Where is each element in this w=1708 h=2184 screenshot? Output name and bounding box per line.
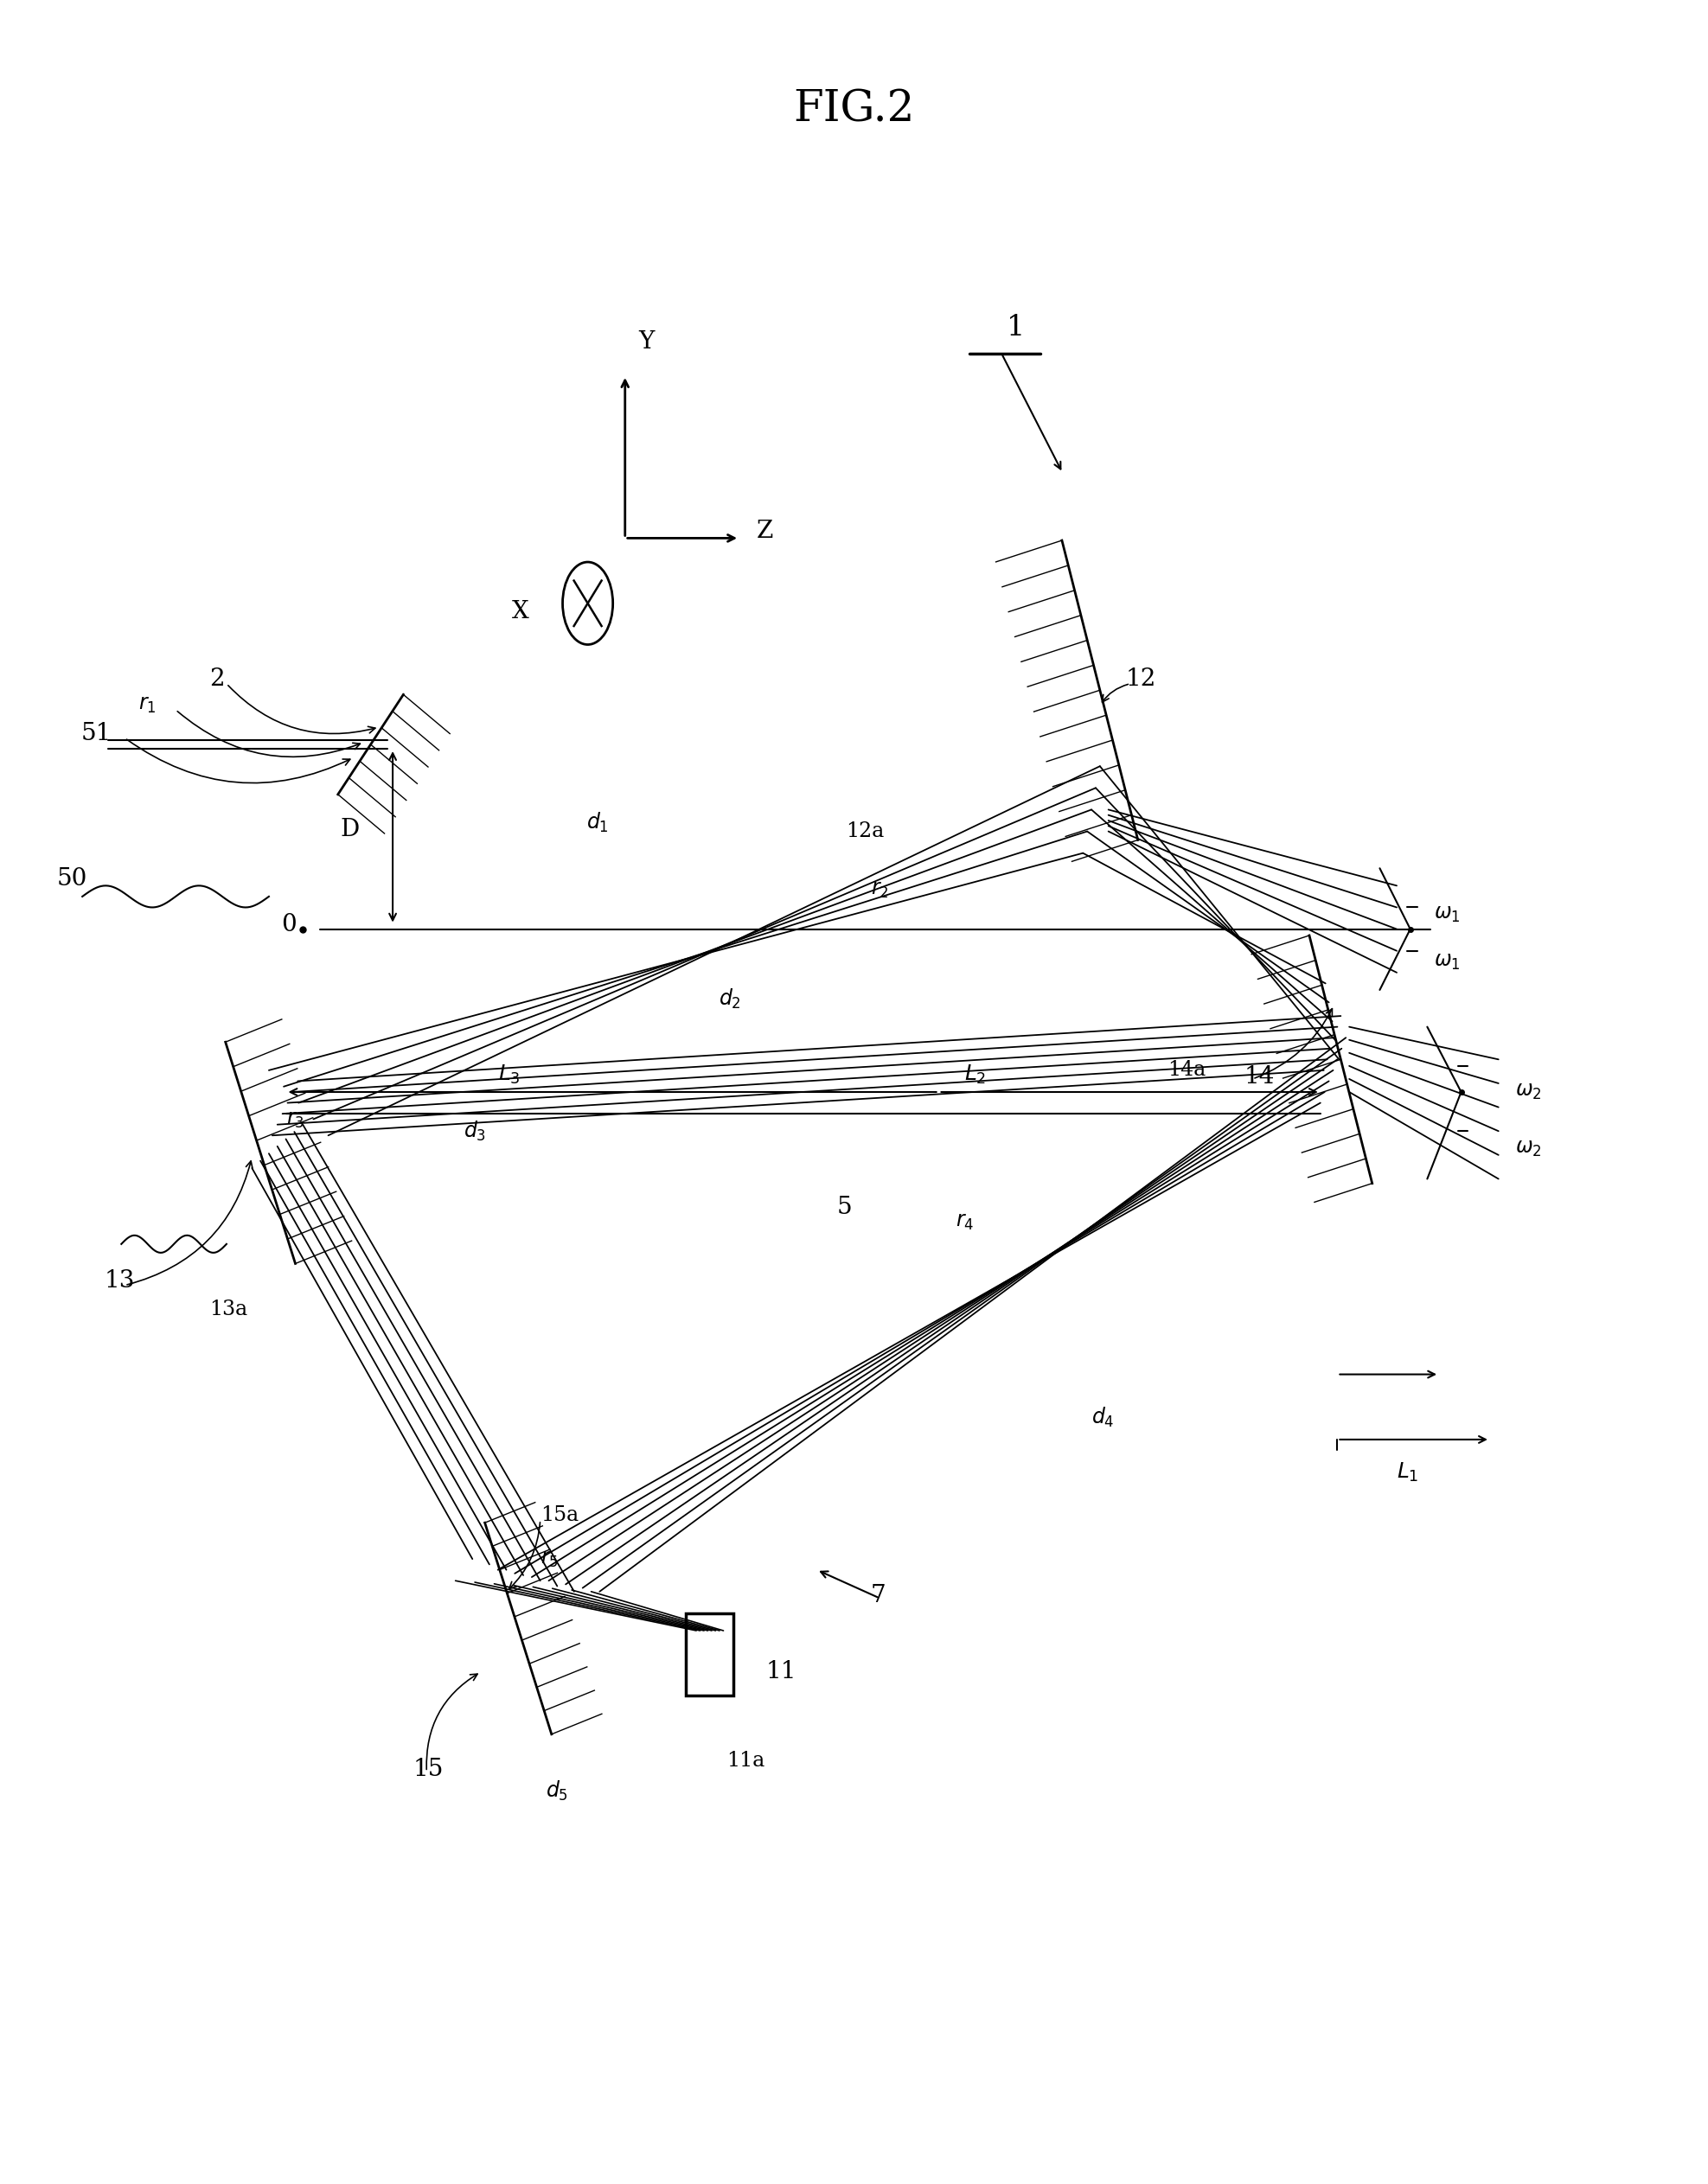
Text: 12a: 12a bbox=[845, 821, 883, 841]
Text: D: D bbox=[340, 817, 359, 841]
Text: Y: Y bbox=[639, 330, 654, 354]
Text: 15a: 15a bbox=[540, 1505, 579, 1524]
Text: $d_2$: $d_2$ bbox=[719, 987, 741, 1011]
Text: 50: 50 bbox=[56, 867, 87, 891]
Text: X: X bbox=[512, 601, 529, 625]
Text: $\omega_1$: $\omega_1$ bbox=[1435, 904, 1460, 924]
Text: $r_3$: $r_3$ bbox=[285, 1109, 304, 1129]
Text: $d_4$: $d_4$ bbox=[1091, 1406, 1114, 1431]
Text: $L_1$: $L_1$ bbox=[1397, 1461, 1419, 1483]
Text: 5: 5 bbox=[837, 1195, 852, 1219]
Text: $\omega_1$: $\omega_1$ bbox=[1435, 952, 1460, 972]
Bar bbox=[687, 1614, 733, 1695]
Text: 14a: 14a bbox=[1168, 1061, 1206, 1081]
Text: 11: 11 bbox=[765, 1660, 796, 1684]
Text: FIG.2: FIG.2 bbox=[793, 90, 915, 131]
Text: Z: Z bbox=[757, 520, 774, 544]
Text: $\omega_2$: $\omega_2$ bbox=[1515, 1138, 1542, 1158]
Text: $d_1$: $d_1$ bbox=[586, 810, 608, 834]
Text: 1: 1 bbox=[1006, 314, 1025, 341]
Text: 0: 0 bbox=[280, 913, 295, 937]
Text: $r_4$: $r_4$ bbox=[956, 1212, 974, 1232]
Text: 51: 51 bbox=[80, 723, 111, 745]
Text: $r_5$: $r_5$ bbox=[540, 1548, 559, 1568]
Text: 15: 15 bbox=[413, 1758, 444, 1782]
Text: $r_2$: $r_2$ bbox=[871, 880, 888, 900]
Text: $L_2$: $L_2$ bbox=[965, 1064, 986, 1085]
Text: 13: 13 bbox=[104, 1269, 135, 1293]
Text: $d_5$: $d_5$ bbox=[545, 1780, 567, 1804]
Text: 2: 2 bbox=[210, 668, 225, 690]
Text: 7: 7 bbox=[871, 1583, 886, 1607]
Text: $L_3$: $L_3$ bbox=[497, 1064, 519, 1085]
Text: $r_1$: $r_1$ bbox=[138, 695, 155, 716]
Text: 12: 12 bbox=[1126, 668, 1156, 690]
Text: 11a: 11a bbox=[728, 1752, 765, 1771]
Text: $\omega_2$: $\omega_2$ bbox=[1515, 1081, 1542, 1103]
Text: 14: 14 bbox=[1243, 1066, 1274, 1088]
Text: $d_3$: $d_3$ bbox=[465, 1120, 487, 1142]
Text: 13a: 13a bbox=[210, 1299, 248, 1319]
